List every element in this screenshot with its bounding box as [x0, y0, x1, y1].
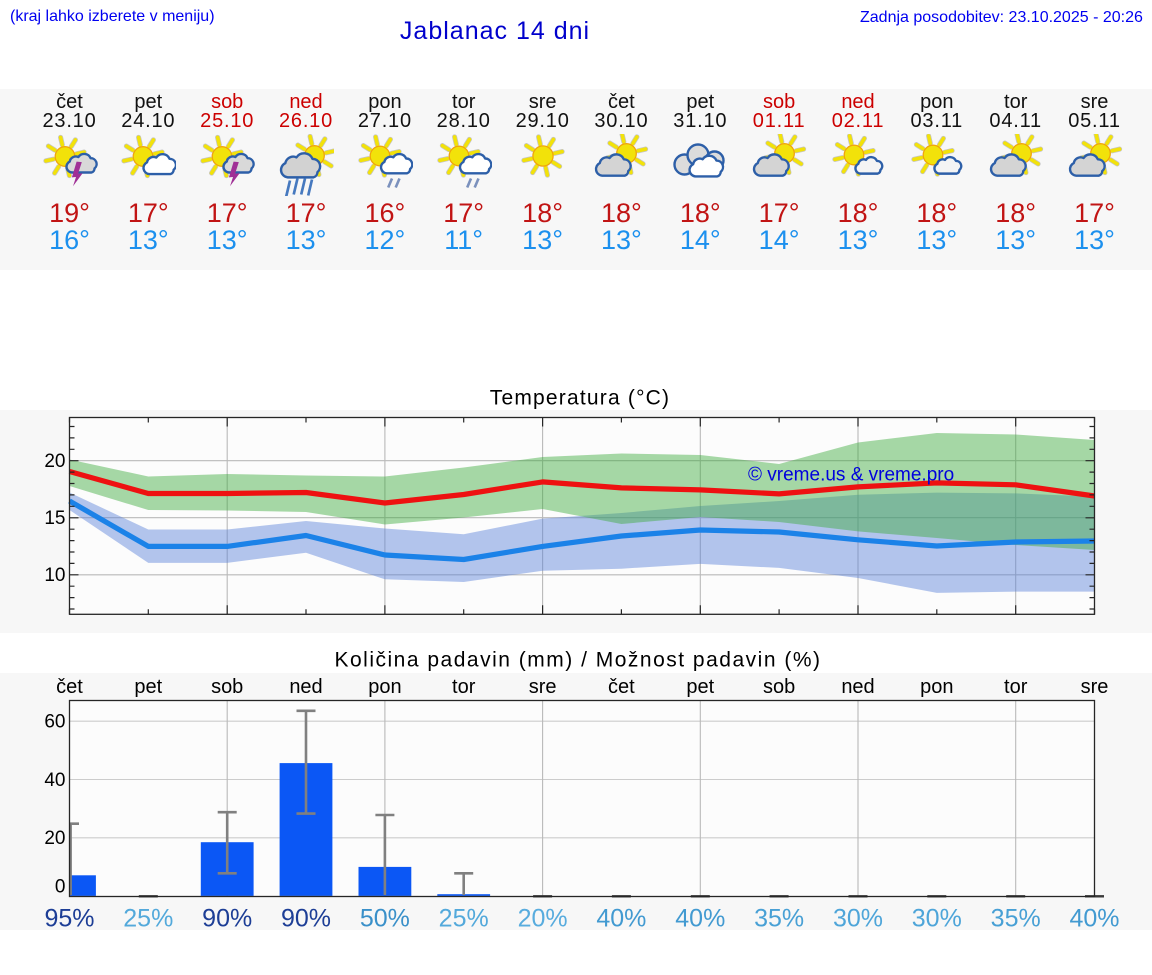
svg-text:čet: čet [56, 676, 83, 698]
svg-text:20: 20 [44, 451, 65, 472]
svg-text:10: 10 [44, 565, 65, 586]
svg-text:50%: 50% [360, 905, 410, 933]
svg-text:čet: čet [608, 676, 635, 698]
svg-text:sre: sre [1081, 676, 1109, 698]
svg-text:sob: sob [763, 676, 795, 698]
svg-text:25%: 25% [123, 905, 173, 933]
svg-text:ned: ned [841, 676, 874, 698]
svg-text:30%: 30% [833, 905, 883, 933]
svg-text:40%: 40% [675, 905, 725, 933]
svg-text:tor: tor [1004, 676, 1028, 698]
svg-text:35%: 35% [991, 905, 1041, 933]
svg-text:95%: 95% [44, 905, 94, 933]
svg-text:pet: pet [134, 676, 162, 698]
svg-text:0: 0 [55, 876, 66, 897]
svg-text:90%: 90% [202, 905, 252, 933]
svg-text:Temperatura (°C): Temperatura (°C) [490, 387, 670, 410]
svg-text:pet: pet [686, 676, 714, 698]
svg-text:pon: pon [920, 676, 953, 698]
svg-text:sob: sob [211, 676, 243, 698]
svg-text:35%: 35% [754, 905, 804, 933]
svg-text:pon: pon [368, 676, 401, 698]
svg-text:20%: 20% [518, 905, 568, 933]
svg-text:tor: tor [452, 676, 476, 698]
svg-text:20: 20 [44, 828, 65, 849]
svg-text:60: 60 [44, 712, 65, 733]
svg-text:ned: ned [289, 676, 322, 698]
svg-text:30%: 30% [912, 905, 962, 933]
svg-text:sre: sre [529, 676, 557, 698]
svg-text:40%: 40% [596, 905, 646, 933]
svg-text:90%: 90% [281, 905, 331, 933]
svg-text:40: 40 [44, 770, 65, 791]
svg-text:Količina padavin (mm) / Možnos: Količina padavin (mm) / Možnost padavin … [334, 649, 821, 672]
svg-text:© vreme.us & vreme.pro: © vreme.us & vreme.pro [748, 465, 954, 486]
svg-text:40%: 40% [1069, 905, 1119, 933]
svg-text:25%: 25% [439, 905, 489, 933]
svg-text:15: 15 [44, 508, 65, 529]
